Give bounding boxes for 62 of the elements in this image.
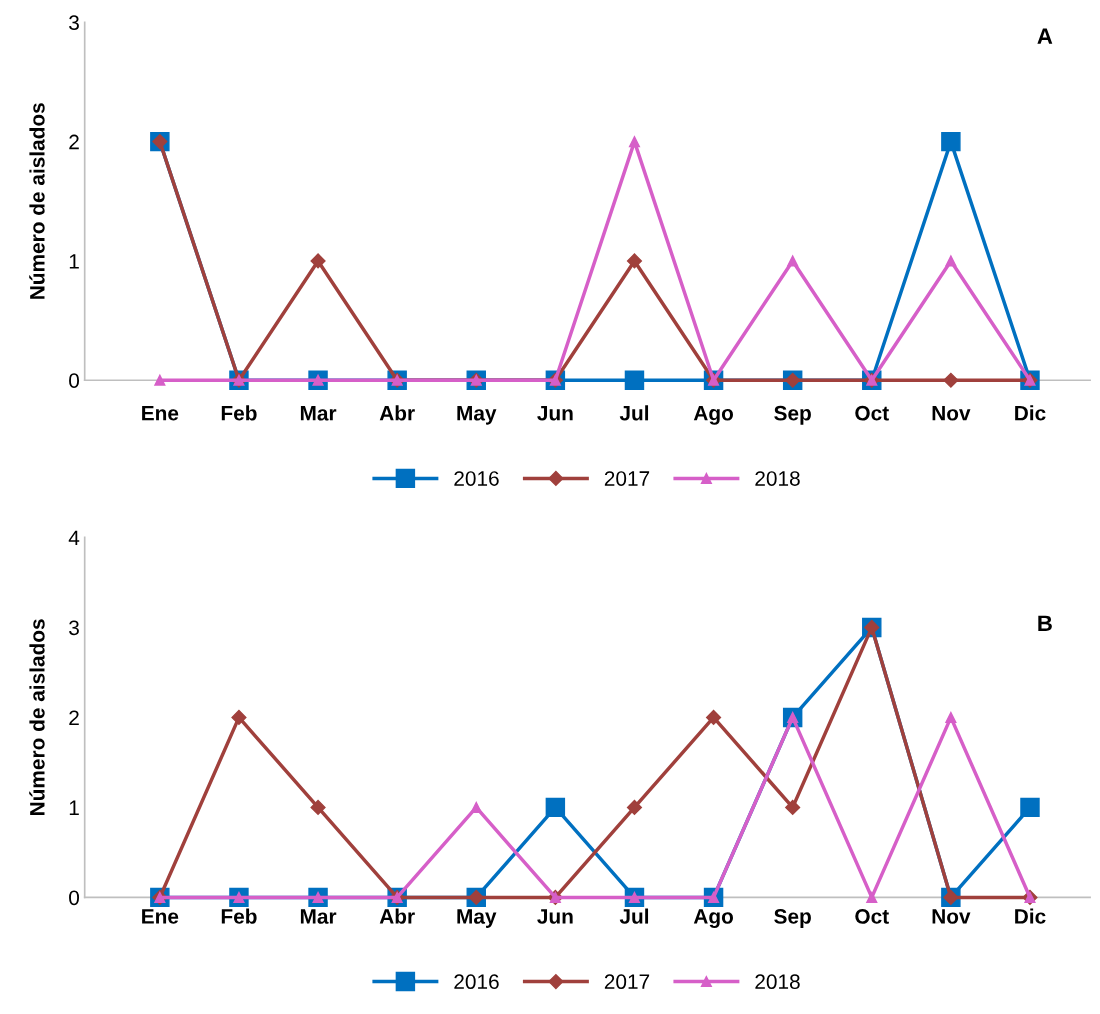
annotation: B — [1038, 615, 1052, 631]
legend-label: 2017 — [604, 471, 650, 486]
point — [310, 253, 326, 269]
point — [705, 709, 722, 725]
x-tick-label: Jun — [537, 406, 573, 421]
x-tick-label: Ago — [693, 909, 733, 928]
point — [945, 711, 957, 723]
legend-label: 2016 — [454, 471, 499, 486]
point — [941, 131, 961, 152]
point — [626, 253, 643, 269]
y-tick-label: 2 — [69, 710, 79, 725]
y-tick-label: 3 — [69, 15, 79, 31]
y-tick-label: 1 — [69, 254, 79, 269]
point — [628, 136, 641, 148]
x-tick-label: Nov — [932, 406, 971, 421]
x-tick-label: Jul — [619, 405, 649, 421]
y-tick-label: 0 — [69, 373, 80, 388]
point — [310, 799, 326, 815]
legend-label: 2016 — [454, 974, 499, 990]
x-tick-label: Feb — [221, 405, 257, 421]
y-tick-label: 1 — [69, 800, 79, 815]
point — [785, 799, 801, 815]
x-tick-label: Mar — [300, 909, 337, 924]
x-tick-label: Dic — [1015, 908, 1046, 924]
y-tick-label: 0 — [69, 890, 80, 906]
y-axis-title: Número de aislados — [29, 619, 45, 815]
x-tick-label: Mar — [300, 406, 337, 421]
x-tick-label: Oct — [855, 909, 889, 924]
legend-label: 2018 — [755, 974, 800, 990]
y-tick-label: 2 — [69, 134, 79, 150]
x-tick-label: Nov — [932, 909, 971, 924]
point — [470, 801, 482, 813]
x-tick-label: Oct — [855, 405, 889, 421]
x-tick-label: Abr — [379, 908, 415, 924]
x-tick-label: Sep — [774, 909, 811, 928]
y-axis-title: Número de aislados — [29, 103, 45, 299]
annotation: A — [1037, 28, 1053, 44]
legend-label: 2018 — [755, 471, 800, 486]
point — [943, 372, 959, 388]
x-tick-label: Feb — [221, 908, 257, 924]
y-tick-label: 3 — [69, 620, 79, 636]
x-tick-label: Abr — [379, 405, 415, 421]
x-tick-label: Jun — [537, 909, 573, 924]
x-tick-label: Ene — [142, 406, 179, 421]
x-tick-label: May — [457, 406, 497, 425]
point — [866, 891, 878, 903]
point — [787, 255, 799, 267]
x-tick-label: May — [457, 909, 497, 928]
x-tick-label: Ene — [142, 909, 179, 924]
x-tick-label: Dic — [1015, 405, 1046, 421]
point — [626, 799, 643, 815]
point — [545, 797, 566, 818]
y-tick-label: 4 — [68, 530, 80, 545]
x-tick-label: Jul — [619, 908, 649, 924]
point — [624, 370, 645, 390]
point — [231, 709, 247, 725]
x-tick-label: Sep — [774, 405, 811, 425]
point — [1020, 797, 1040, 818]
legend-label: 2017 — [604, 974, 650, 990]
x-tick-label: Ago — [693, 405, 733, 425]
point — [945, 255, 957, 267]
point — [154, 374, 166, 386]
